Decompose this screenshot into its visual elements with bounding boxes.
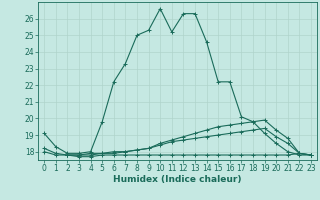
- X-axis label: Humidex (Indice chaleur): Humidex (Indice chaleur): [113, 175, 242, 184]
